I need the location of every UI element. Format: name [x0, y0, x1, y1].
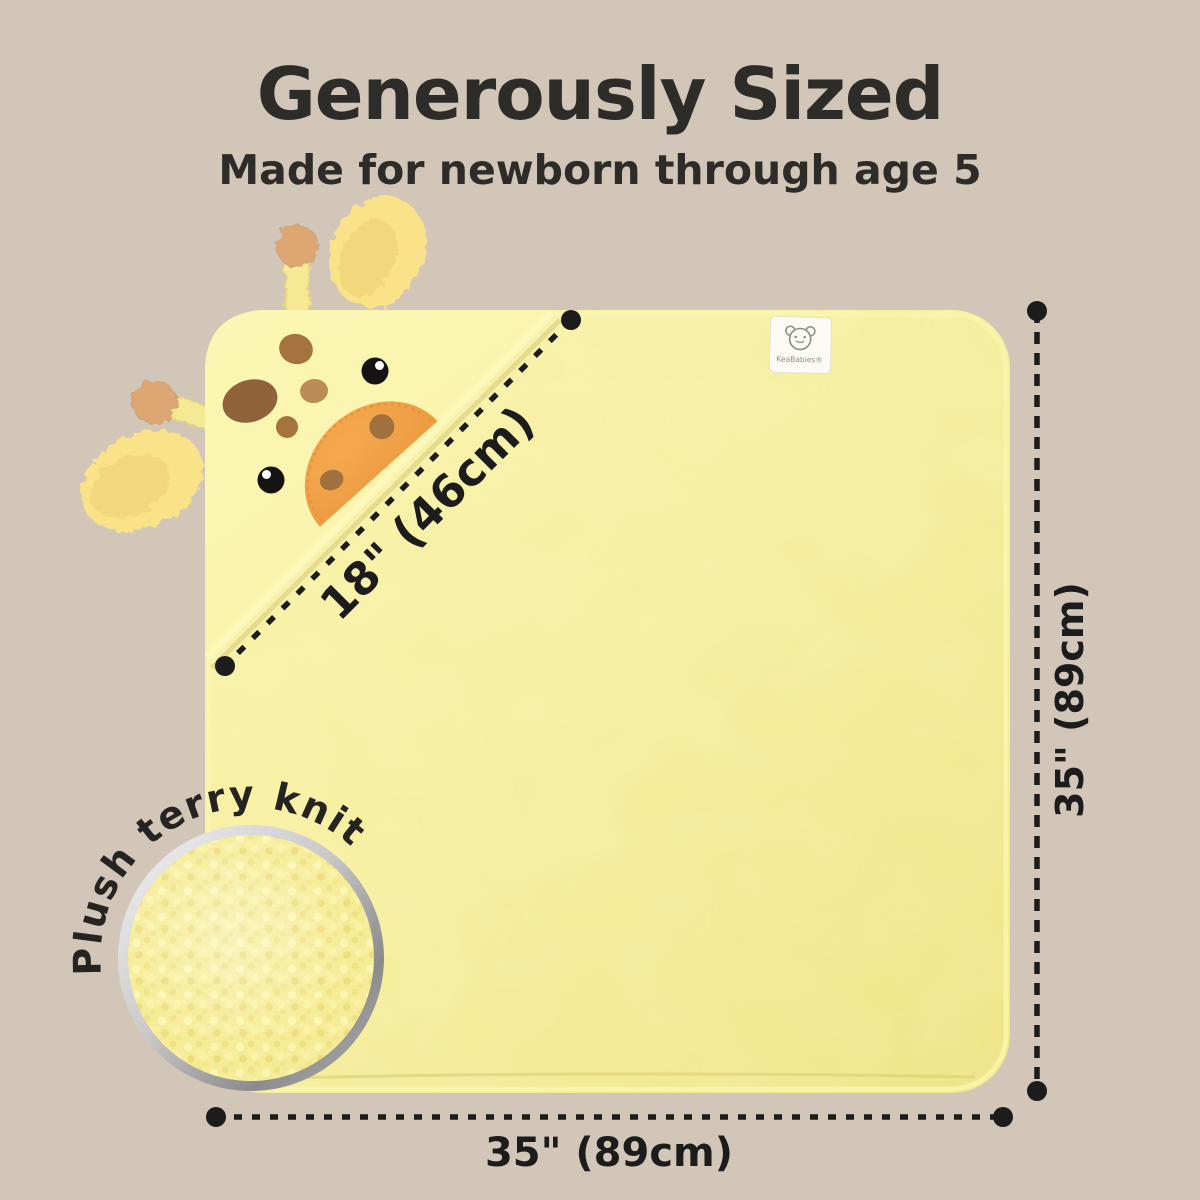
- giraffe-spot: [279, 333, 313, 365]
- dimension-endpoint-dot: [561, 310, 581, 330]
- dimension-height: 35" (89cm): [1027, 301, 1092, 1101]
- giraffe-spot: [222, 379, 278, 423]
- fabric-zoom-inset: [118, 825, 384, 1091]
- giraffe-hood: [205, 310, 562, 670]
- dimension-endpoint-dot: [215, 656, 235, 676]
- page-subtitle: Made for newborn through age 5: [218, 146, 982, 194]
- giraffe-ear-left: [81, 430, 203, 532]
- giraffe-ears-and-horns: [81, 196, 427, 532]
- giraffe-horn-left: [131, 379, 216, 430]
- dimension-width-label: 35" (89cm): [485, 1130, 733, 1176]
- muzzle-spot: [369, 414, 395, 440]
- brand-label-text: KeaBabies®: [776, 354, 823, 364]
- dimension-endpoint-dot: [206, 1107, 226, 1127]
- giraffe-face: [222, 333, 438, 527]
- giraffe-eye-right: [361, 357, 389, 385]
- muzzle-spot: [319, 469, 344, 491]
- towel-edge-piping: [206, 311, 1009, 1092]
- dimension-endpoint-dot: [1027, 1081, 1047, 1101]
- dimension-endpoint-dot: [993, 1107, 1013, 1127]
- giraffe-horn-top: [275, 224, 319, 319]
- dimension-endpoint-dot: [1027, 301, 1047, 321]
- page-title: Generously Sized: [256, 52, 945, 136]
- giraffe-spot: [300, 378, 328, 404]
- giraffe-spot: [276, 416, 298, 438]
- brand-label: KeaBabies®: [768, 315, 833, 375]
- dimension-height-label: 35" (89cm): [1048, 582, 1092, 818]
- towel-bottom-seam: [239, 1072, 976, 1081]
- brand-logo-icon: [785, 325, 816, 351]
- giraffe-ear-top: [329, 196, 427, 308]
- giraffe-muzzle: [304, 401, 438, 527]
- hood-hem-highlight: [205, 310, 555, 660]
- giraffe-eye-left: [257, 466, 285, 494]
- hood-hem-shadow: [210, 318, 562, 670]
- dimension-width: 35" (89cm): [206, 1107, 1013, 1176]
